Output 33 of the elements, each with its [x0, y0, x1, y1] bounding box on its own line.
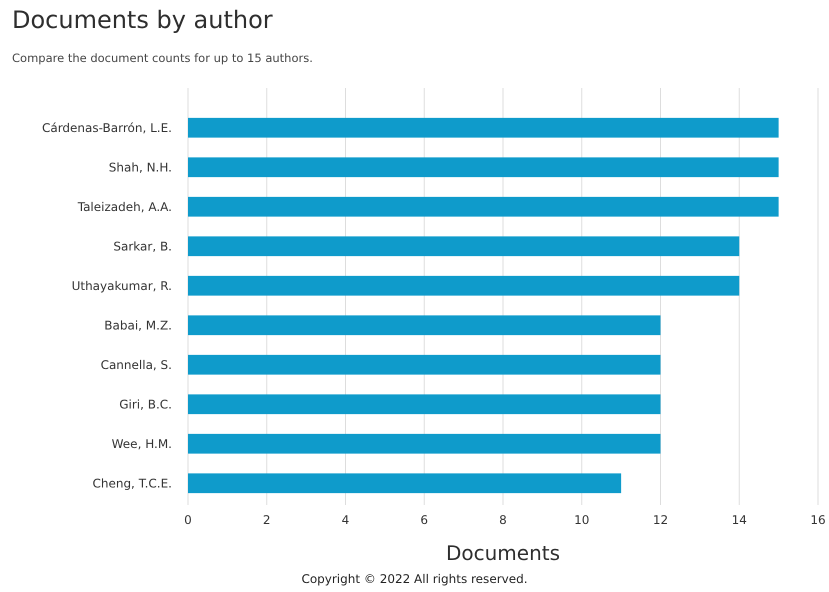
text: Copyright © 2022 All rights reserved. [301, 572, 528, 586]
bar [188, 157, 779, 178]
y-tick-label: Babai, M.Z. [104, 318, 172, 332]
y-tick-label: Cheng, T.C.E. [92, 476, 172, 490]
bar [188, 276, 740, 296]
bar [188, 236, 740, 256]
bar [188, 394, 660, 414]
x-tick-label: 2 [262, 513, 271, 527]
x-axis-title: Documents [446, 541, 560, 565]
chart-subtitle: Compare the document counts for up to 15 authors. [12, 51, 313, 65]
bar [188, 473, 622, 494]
x-tick-label: 0 [184, 513, 192, 527]
x-tick-label: 16 [810, 513, 826, 527]
x-tick-label: 8 [499, 513, 507, 527]
x-tick-label: 4 [342, 513, 350, 527]
bar [188, 434, 660, 454]
y-tick-label: Uthayakumar, R. [72, 278, 172, 293]
x-tick-label: 12 [652, 513, 668, 527]
y-tick-label: Sarkar, B. [113, 239, 172, 254]
y-tick-label: Shah, N.H. [108, 160, 172, 174]
y-tick-label: Taleizadeh, A.A. [76, 200, 172, 214]
x-tick-label: 10 [574, 513, 590, 527]
bar [188, 118, 779, 138]
bar [188, 196, 779, 217]
bar [188, 354, 660, 375]
y-tick-label: Cárdenas-Barrón, L.E. [42, 120, 172, 135]
chart-title: Documents by author [12, 6, 273, 34]
y-tick-label: Cannella, S. [100, 358, 172, 372]
bar [188, 315, 660, 336]
x-tick-label: 6 [420, 513, 428, 527]
x-tick-label: 14 [732, 513, 747, 527]
y-tick-label: Wee, H.M. [112, 436, 172, 451]
y-tick-label: Giri, B.C. [119, 397, 172, 412]
